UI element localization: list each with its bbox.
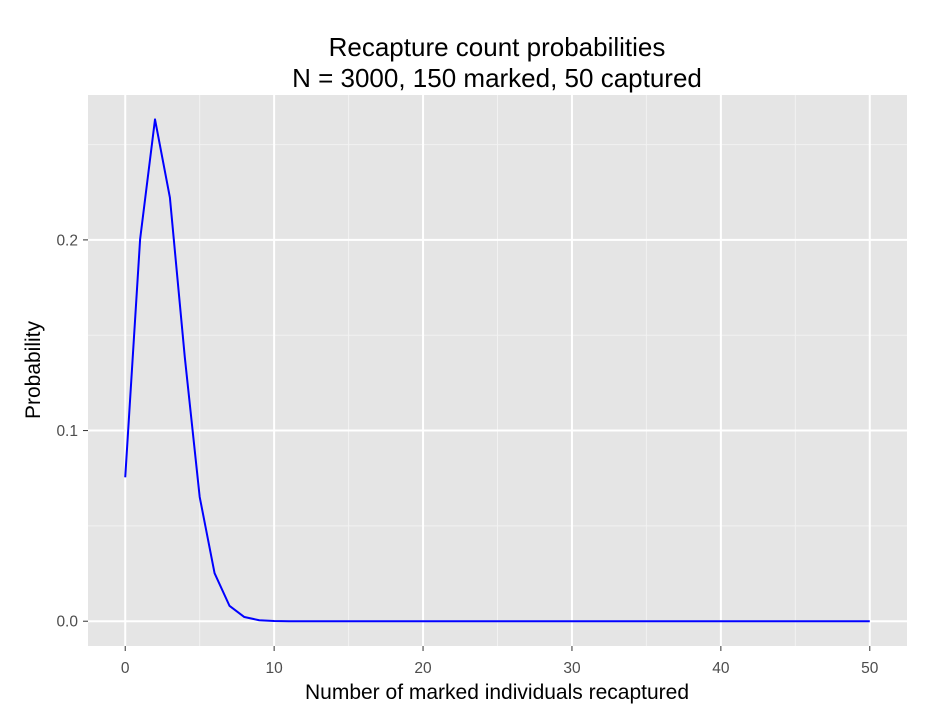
y-tick-label: 0.2 <box>56 232 78 249</box>
x-tick-label: 30 <box>563 660 581 677</box>
y-axis-ticks: 0.0 0.1 0.2 <box>56 232 88 631</box>
x-axis-title: Number of marked individuals recaptured <box>305 681 689 704</box>
y-tick-label: 0.0 <box>56 614 78 631</box>
y-axis-title: Probability <box>22 320 45 419</box>
x-tick-label: 10 <box>266 660 284 677</box>
y-tick-label: 0.1 <box>56 423 78 440</box>
x-tick-label: 40 <box>712 660 730 677</box>
chart-title-line-2: N = 3000, 150 marked, 50 captured <box>292 63 702 93</box>
x-tick-label: 20 <box>414 660 432 677</box>
x-tick-label: 0 <box>121 660 130 677</box>
minor-gridlines <box>88 95 907 646</box>
x-axis-ticks: 0 10 20 30 40 50 <box>121 646 879 677</box>
probability-series-line <box>124 118 870 623</box>
x-tick-label: 50 <box>861 660 879 677</box>
chart-title-line-1: Recapture count probabilities <box>329 32 666 62</box>
